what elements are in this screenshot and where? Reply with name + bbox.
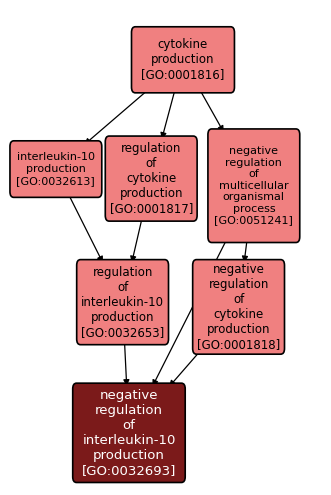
FancyBboxPatch shape [77, 259, 168, 345]
FancyBboxPatch shape [193, 259, 285, 354]
Text: negative
regulation
of
cytokine
production
[GO:0001818]: negative regulation of cytokine producti… [197, 263, 280, 351]
FancyBboxPatch shape [105, 136, 197, 221]
Text: cytokine
production
[GO:0001816]: cytokine production [GO:0001816] [141, 38, 225, 81]
Text: negative
regulation
of
interleukin-10
production
[GO:0032693]: negative regulation of interleukin-10 pr… [82, 389, 176, 477]
FancyBboxPatch shape [73, 383, 185, 483]
Text: regulation
of
interleukin-10
production
[GO:0032653]: regulation of interleukin-10 production … [81, 266, 164, 339]
FancyBboxPatch shape [208, 129, 300, 243]
Text: negative
regulation
of
multicellular
organismal
process
[GO:0051241]: negative regulation of multicellular org… [214, 146, 293, 226]
FancyBboxPatch shape [131, 27, 234, 93]
FancyBboxPatch shape [10, 141, 102, 198]
Text: interleukin-10
production
[GO:0032613]: interleukin-10 production [GO:0032613] [17, 152, 95, 186]
Text: regulation
of
cytokine
production
[GO:0001817]: regulation of cytokine production [GO:00… [110, 142, 193, 215]
